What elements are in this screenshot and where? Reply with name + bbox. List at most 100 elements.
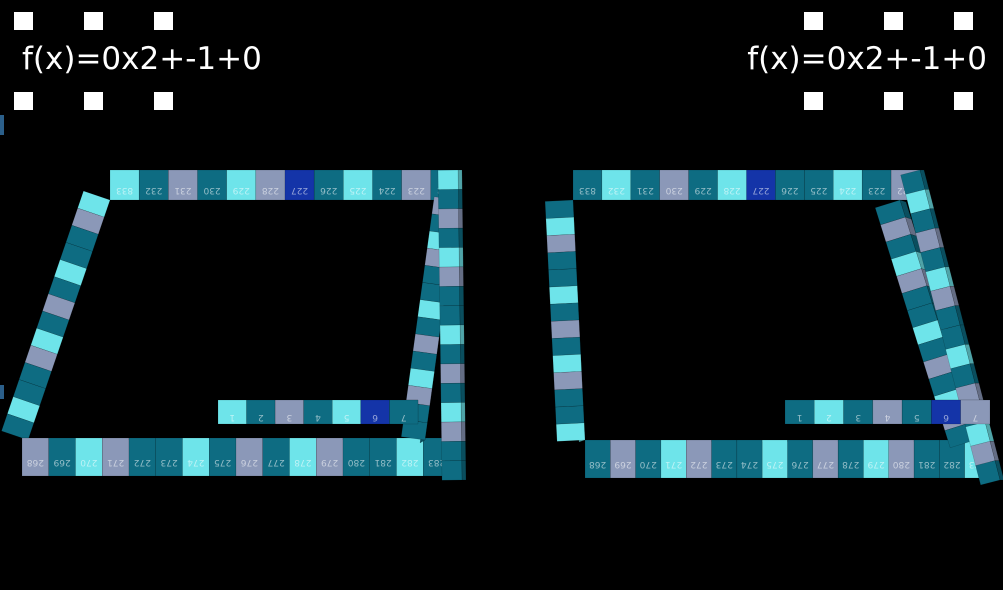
cube-number-label: 223 [868, 185, 885, 195]
square-handle-icon[interactable] [84, 92, 103, 110]
cube-number-label: 269 [614, 459, 631, 469]
cube-top-face [736, 439, 763, 479]
cube-number-label: 271 [107, 457, 124, 467]
cube-number-label: 278 [294, 457, 311, 467]
square-handle-icon[interactable] [884, 12, 903, 30]
cube-top-face [548, 268, 578, 288]
cube-number-label: 230 [665, 185, 682, 195]
cube-number-label: 280 [893, 459, 910, 469]
cube-top-face [439, 305, 461, 326]
cube-number-label: 232 [145, 185, 162, 195]
cube-top-face [913, 439, 940, 479]
cube-top-face [761, 439, 788, 479]
cube-top-face [441, 440, 463, 462]
cube-number-label: 226 [320, 185, 337, 195]
square-handle-icon[interactable] [154, 12, 173, 30]
cube-number-label: 229 [694, 185, 711, 195]
cube-top-face [547, 251, 577, 271]
cube-number-label: 273 [161, 457, 178, 467]
cube-number-label: 223 [408, 185, 425, 195]
square-handle-icon[interactable] [954, 12, 973, 30]
cube-number-label: 833 [579, 185, 596, 195]
cube-number-label: 5 [344, 412, 350, 422]
cube-top-face [549, 285, 579, 305]
cube-number-label: 281 [918, 459, 935, 469]
cube-side-face [460, 363, 466, 384]
square-handle-icon[interactable] [84, 12, 103, 30]
cube-number-label: 270 [80, 457, 97, 467]
cube-top-face [553, 371, 583, 391]
cube-top-face [410, 350, 438, 372]
cube-top-face [262, 437, 290, 477]
cube-number-label: 5 [914, 412, 920, 422]
cube-number-label: 231 [637, 185, 654, 195]
cube-number-label: 275 [766, 459, 783, 469]
cube-number-label: 4 [884, 412, 890, 422]
cube-number-label: 225 [349, 185, 366, 195]
cube-side-face [458, 247, 464, 268]
cube-number-label: 277 [817, 459, 834, 469]
square-handle-icon[interactable] [154, 92, 173, 110]
cube-number-label: 228 [723, 185, 740, 195]
cube-top-face [75, 437, 103, 477]
cube-top-face [437, 169, 459, 190]
cube-top-face [342, 437, 370, 477]
cube-top-face [552, 354, 582, 374]
square-handle-icon[interactable] [954, 92, 973, 110]
cube-top-face [549, 302, 580, 322]
cube-number-label: 268 [27, 457, 44, 467]
cube-number-label: 3 [855, 412, 861, 422]
square-handle-icon[interactable] [14, 12, 33, 30]
function-label-left: f(x)=0x2+-1+0 [22, 41, 262, 77]
cube-top-face [1, 413, 35, 441]
cube-number-label: 226 [781, 185, 798, 195]
cube-top-face [440, 421, 462, 442]
cube-top-face [182, 437, 210, 477]
cube-top-face [437, 189, 459, 210]
cube-number-label: 278 [842, 459, 859, 469]
square-handle-icon[interactable] [804, 92, 823, 110]
cube-top-face [438, 227, 460, 249]
cube-number-label: 268 [589, 459, 606, 469]
cube-number-label: 6 [372, 412, 378, 422]
cube-side-face [459, 324, 465, 345]
cube-number-label: 230 [203, 185, 220, 195]
cube-top-face [289, 437, 317, 477]
cube-side-face [458, 208, 464, 229]
cube-top-face [554, 388, 584, 408]
cube-number-label: 274 [741, 459, 758, 469]
square-handle-icon[interactable] [14, 92, 33, 110]
cube-top-face [235, 437, 263, 477]
cube-top-face [21, 437, 49, 477]
cube-top-face [660, 439, 687, 479]
function-label-right: f(x)=0x2+-1+0 [747, 41, 987, 77]
cube-top-face [711, 439, 738, 479]
cube-top-face [389, 399, 419, 425]
cube-top-face [635, 439, 662, 479]
cube-number-label: 232 [608, 185, 625, 195]
square-handle-icon[interactable] [884, 92, 903, 110]
cube-top-face [440, 363, 462, 384]
cube-top-face [787, 439, 814, 479]
cube-side-face [460, 402, 466, 423]
cube-top-face [438, 266, 460, 287]
cube-top-face [837, 439, 864, 479]
cube-side-face [457, 169, 463, 190]
cube-top-face [441, 460, 463, 481]
cube-top-face [610, 439, 636, 479]
cube-top-face [209, 437, 237, 477]
cube-top-face [975, 460, 1001, 486]
cube-top-face [155, 437, 183, 477]
cube-side-face [458, 227, 464, 248]
cube-number-label: 6 [943, 412, 949, 422]
cube-number-label: 271 [665, 459, 682, 469]
cube-top-face [545, 216, 575, 236]
cube-top-face [863, 439, 889, 479]
cube-number-label: 225 [810, 185, 827, 195]
cube-number-label: 275 [214, 457, 231, 467]
cube-number-label: 272 [134, 457, 151, 467]
window-edge-marker [0, 115, 4, 135]
square-handle-icon[interactable] [804, 12, 823, 30]
